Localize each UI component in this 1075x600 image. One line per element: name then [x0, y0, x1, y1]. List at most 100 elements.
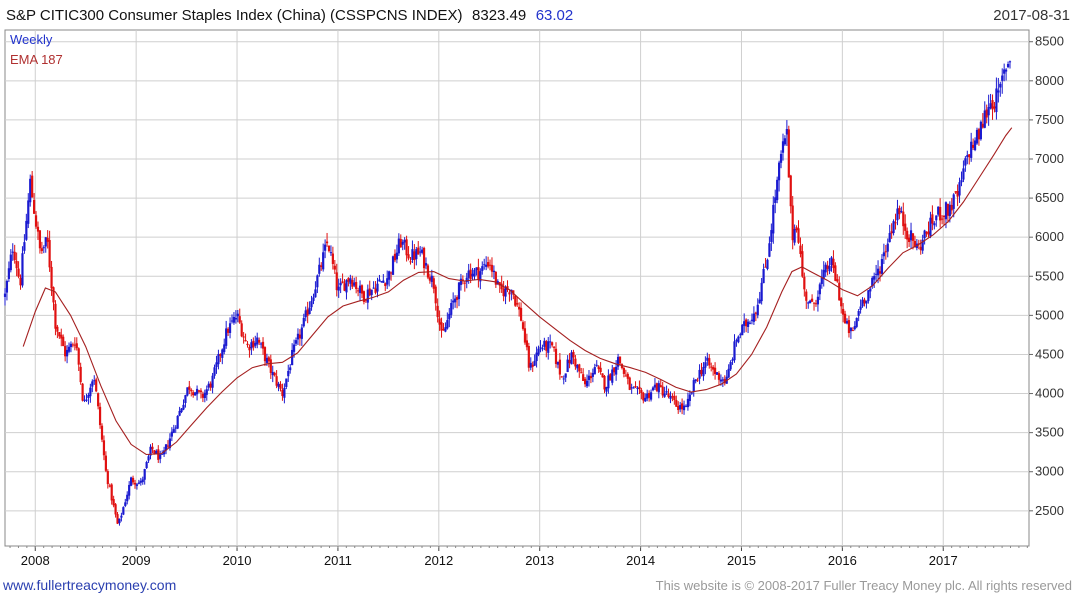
- candle-down: [642, 391, 645, 404]
- candle-up: [397, 233, 400, 256]
- candle-down: [246, 341, 249, 348]
- candle-down: [956, 184, 959, 207]
- candle-up: [485, 256, 488, 271]
- candle-up: [960, 171, 963, 187]
- candle-down: [521, 320, 525, 331]
- candle-down: [190, 388, 193, 397]
- candle-down: [269, 354, 272, 379]
- candle-up: [995, 77, 998, 120]
- candle-up: [750, 313, 754, 325]
- candle-up: [424, 257, 428, 270]
- candle-down: [708, 354, 711, 369]
- candle-down: [560, 376, 563, 378]
- candle-down: [60, 328, 63, 347]
- candle-up: [970, 132, 973, 162]
- x-tick-label: 2013: [525, 553, 554, 568]
- candle-up: [492, 265, 496, 280]
- candle-down: [502, 281, 505, 302]
- candle-up: [595, 360, 598, 367]
- candle-up: [859, 299, 862, 314]
- candle-up: [230, 314, 234, 324]
- candle-down: [545, 339, 548, 358]
- candle-up: [900, 206, 903, 214]
- footer-website-link[interactable]: www.fullertreacymoney.com: [2, 577, 176, 593]
- candle-up: [616, 353, 620, 370]
- candle-down: [942, 215, 946, 226]
- candle-down: [931, 205, 934, 231]
- candle-up: [706, 352, 709, 366]
- candle-up: [164, 444, 168, 455]
- candle-down: [275, 370, 278, 389]
- candle-down: [417, 241, 420, 255]
- candle-down: [258, 337, 261, 346]
- candle-down: [199, 388, 203, 399]
- candle-down: [801, 243, 804, 278]
- candle-down: [803, 272, 806, 297]
- candle-up: [630, 383, 633, 394]
- candle-down: [306, 301, 309, 324]
- candle-up: [692, 377, 695, 397]
- candle-up: [182, 399, 185, 411]
- y-tick-label: 2500: [1035, 503, 1064, 518]
- candle-down: [764, 257, 767, 268]
- candle-up: [892, 219, 895, 236]
- candle-up: [7, 261, 10, 283]
- candle-up: [349, 274, 352, 291]
- candle-up: [124, 498, 127, 508]
- candle-up: [766, 258, 769, 271]
- candle-up: [300, 324, 303, 346]
- candle-up: [593, 363, 596, 375]
- candle-down: [681, 398, 684, 415]
- candle-up: [822, 261, 825, 287]
- candle-down: [333, 259, 336, 274]
- candle-down: [913, 235, 917, 248]
- candle-up: [591, 368, 594, 383]
- candle-up: [564, 373, 567, 382]
- candle-down: [717, 371, 721, 385]
- candle-down: [54, 300, 57, 336]
- candle-up: [296, 328, 300, 346]
- candle-down: [248, 344, 251, 358]
- candle-up: [254, 335, 257, 349]
- candle-up: [232, 312, 236, 325]
- candle-down: [31, 171, 34, 198]
- chart-date: 2017-08-31: [993, 7, 1070, 24]
- candle-up: [444, 322, 447, 333]
- candle-up: [684, 404, 688, 408]
- candle-down: [904, 214, 907, 240]
- candle-down: [799, 237, 802, 258]
- candle-down: [267, 355, 270, 368]
- candle-down: [834, 262, 837, 282]
- candle-up: [715, 372, 719, 375]
- candle-down: [364, 299, 367, 303]
- candle-down: [114, 503, 117, 518]
- candle-up: [529, 357, 532, 371]
- candle-up: [636, 386, 639, 395]
- candle-down: [981, 113, 984, 129]
- candle-down: [812, 302, 816, 311]
- candle-down: [442, 322, 445, 331]
- candle-up: [743, 313, 746, 333]
- candle-down: [508, 290, 511, 302]
- candle-down: [972, 138, 975, 151]
- candle-down: [488, 259, 492, 271]
- candle-down: [531, 361, 534, 372]
- candle-up: [774, 189, 777, 214]
- candle-up: [853, 321, 856, 331]
- candle-up: [457, 281, 461, 307]
- candle-up: [459, 273, 463, 291]
- candle-down: [890, 223, 893, 239]
- candle-up: [1003, 63, 1006, 82]
- candle-down: [659, 379, 662, 388]
- candle-down: [98, 402, 102, 429]
- candle-down: [805, 289, 808, 309]
- candle-up: [729, 360, 732, 371]
- ema-187-line: [22, 127, 1013, 456]
- candle-down: [514, 294, 517, 307]
- candle-down: [343, 278, 346, 292]
- candle-up: [721, 376, 724, 388]
- candle-down: [638, 380, 641, 395]
- candle-up: [880, 254, 884, 277]
- candle-down: [836, 274, 839, 283]
- candle-down: [898, 205, 901, 220]
